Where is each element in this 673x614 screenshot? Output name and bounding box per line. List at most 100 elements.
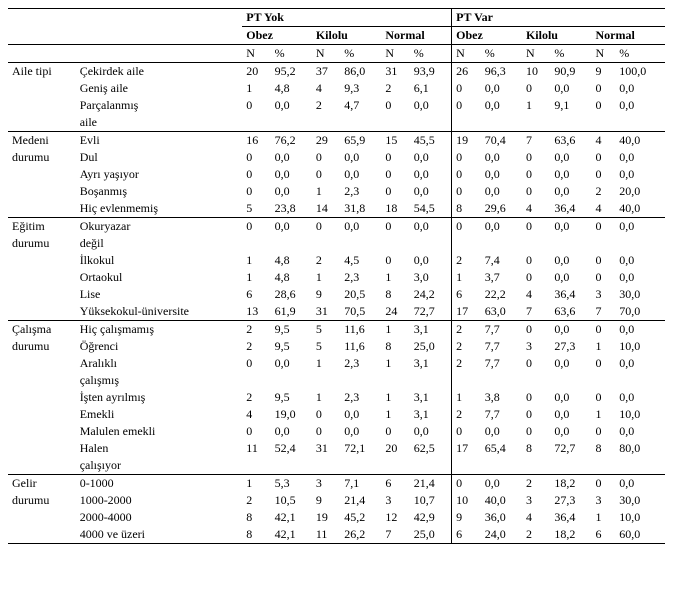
table-row: Ayrı yaşıyor00,000,000,000,000,000,0 xyxy=(8,166,665,183)
data-cell: 0,0 xyxy=(410,97,452,114)
data-cell: 100,0 xyxy=(615,63,665,81)
row-label: Parçalanmış xyxy=(76,97,243,114)
data-cell: 0,0 xyxy=(550,149,591,166)
data-cell xyxy=(312,457,340,475)
data-cell: 72,7 xyxy=(550,440,591,457)
data-cell: 0 xyxy=(592,252,616,269)
data-cell: 0,0 xyxy=(271,149,312,166)
data-cell: 42,1 xyxy=(271,509,312,526)
data-cell xyxy=(271,235,312,252)
group-label xyxy=(8,406,76,423)
group-label xyxy=(8,80,76,97)
data-cell: 4,8 xyxy=(271,252,312,269)
table-row: MedeniEvli1676,22965,91545,51970,4763,64… xyxy=(8,132,665,150)
group-label xyxy=(8,286,76,303)
data-cell: 10 xyxy=(452,492,481,509)
data-cell: 0 xyxy=(452,80,481,97)
data-cell: 7 xyxy=(522,303,550,321)
data-cell: 4,5 xyxy=(340,252,381,269)
data-cell: 7,4 xyxy=(481,252,522,269)
data-cell: 11 xyxy=(312,526,340,544)
data-cell: 20,5 xyxy=(340,286,381,303)
group-label xyxy=(8,440,76,457)
row-label: İşten ayrılmış xyxy=(76,389,243,406)
data-cell: 0 xyxy=(312,406,340,423)
data-cell: 4 xyxy=(522,509,550,526)
data-cell: 1 xyxy=(242,80,270,97)
row-label: Aralıklı xyxy=(76,355,243,372)
data-cell: 2 xyxy=(242,321,270,339)
row-label: 1000-2000 xyxy=(76,492,243,509)
data-cell xyxy=(312,372,340,389)
data-cell: 0 xyxy=(381,423,409,440)
table-row: Emekli419,000,013,127,700,0110,0 xyxy=(8,406,665,423)
data-cell: 9 xyxy=(312,492,340,509)
group-label: durumu xyxy=(8,149,76,166)
row-label: Halen xyxy=(76,440,243,457)
data-cell xyxy=(242,114,270,132)
data-cell xyxy=(410,457,452,475)
data-cell: 0 xyxy=(592,475,616,493)
data-cell: 3,1 xyxy=(410,355,452,372)
data-cell: 0,0 xyxy=(550,423,591,440)
data-cell: 7 xyxy=(381,526,409,544)
data-cell xyxy=(410,235,452,252)
data-cell: 0,0 xyxy=(615,423,665,440)
data-cell xyxy=(550,457,591,475)
data-cell: 72,1 xyxy=(340,440,381,457)
row-label: Malulen emekli xyxy=(76,423,243,440)
data-cell: 6,1 xyxy=(410,80,452,97)
header-normal-1: Normal xyxy=(381,27,451,45)
group-label: durumu xyxy=(8,235,76,252)
data-cell: 0,0 xyxy=(550,269,591,286)
data-cell: 2 xyxy=(452,355,481,372)
data-cell: 0 xyxy=(592,218,616,236)
row-label: İlkokul xyxy=(76,252,243,269)
header-row-weight: Obez Kilolu Normal Obez Kilolu Normal xyxy=(8,27,665,45)
data-cell: 72,7 xyxy=(410,303,452,321)
data-cell xyxy=(615,457,665,475)
data-cell: 3,1 xyxy=(410,389,452,406)
data-cell: 0,0 xyxy=(271,183,312,200)
data-cell: 18 xyxy=(381,200,409,218)
table-row: Lise628,6920,5824,2622,2436,4330,0 xyxy=(8,286,665,303)
data-cell: 70,0 xyxy=(615,303,665,321)
table-row: Malulen emekli00,000,000,000,000,000,0 xyxy=(8,423,665,440)
data-cell: 1 xyxy=(452,269,481,286)
row-label: aile xyxy=(76,114,243,132)
data-cell: 11,6 xyxy=(340,338,381,355)
data-cell xyxy=(452,114,481,132)
header-pt-yok: PT Yok xyxy=(242,9,451,27)
data-cell xyxy=(242,235,270,252)
row-label: Çekirdek aile xyxy=(76,63,243,81)
header-pct: % xyxy=(340,45,381,63)
data-cell: 7,7 xyxy=(481,406,522,423)
data-cell: 9 xyxy=(312,286,340,303)
data-cell: 4,8 xyxy=(271,269,312,286)
data-cell xyxy=(242,372,270,389)
data-cell: 1 xyxy=(592,509,616,526)
data-cell: 42,1 xyxy=(271,526,312,544)
group-label: Gelir xyxy=(8,475,76,493)
data-cell xyxy=(271,114,312,132)
data-cell: 2 xyxy=(452,321,481,339)
data-cell: 2 xyxy=(452,338,481,355)
data-cell: 27,3 xyxy=(550,338,591,355)
data-cell: 18,2 xyxy=(550,526,591,544)
table-row: Ortaokul14,812,313,013,700,000,0 xyxy=(8,269,665,286)
table-row: aile xyxy=(8,114,665,132)
data-cell: 0,0 xyxy=(410,218,452,236)
data-cell: 0 xyxy=(452,218,481,236)
data-cell: 29 xyxy=(312,132,340,150)
data-cell: 0 xyxy=(452,475,481,493)
group-label xyxy=(8,97,76,114)
data-cell: 70,5 xyxy=(340,303,381,321)
data-cell: 28,6 xyxy=(271,286,312,303)
data-cell xyxy=(271,372,312,389)
data-cell: 11 xyxy=(242,440,270,457)
data-cell: 1 xyxy=(381,269,409,286)
data-cell: 3,0 xyxy=(410,269,452,286)
data-cell: 0,0 xyxy=(550,321,591,339)
data-cell: 36,4 xyxy=(550,509,591,526)
data-cell: 0,0 xyxy=(550,166,591,183)
